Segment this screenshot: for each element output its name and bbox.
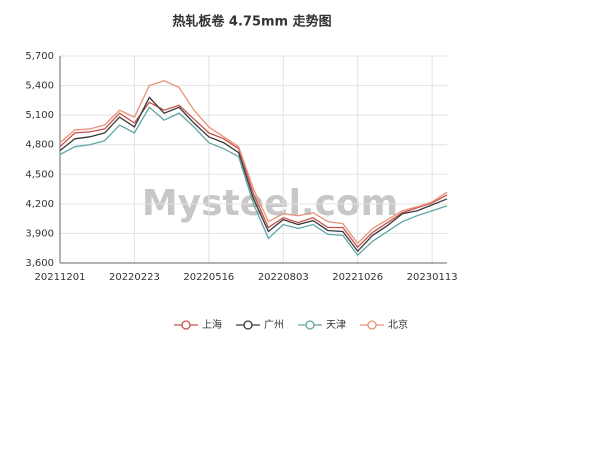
- series-line: [59, 79, 448, 245]
- series-line: [59, 101, 448, 249]
- x-tick-label: 20220516: [183, 272, 234, 283]
- y-tick-label: 5,100: [25, 110, 54, 121]
- y-tick-label: 5,700: [25, 51, 54, 62]
- series-line: [59, 106, 448, 257]
- legend-marker: [305, 320, 315, 330]
- x-tick-label: 20220803: [258, 272, 309, 283]
- chart-title: 热轧板卷 4.75mm 走势图: [172, 14, 331, 30]
- legend-marker: [367, 320, 377, 330]
- y-tick-label: 4,500: [25, 169, 54, 180]
- y-tick-label: 5,400: [25, 81, 54, 92]
- y-tick-label: 4,200: [25, 199, 54, 210]
- series-line: [59, 96, 448, 253]
- x-tick-label: 20211201: [35, 272, 86, 283]
- legend-label: 天津: [326, 319, 346, 331]
- legend-label: 北京: [388, 318, 408, 331]
- x-tick-label: 20220223: [109, 272, 160, 283]
- x-tick-label: 20230113: [407, 272, 458, 283]
- y-tick-label: 3,600: [25, 258, 54, 269]
- legend-marker: [243, 320, 253, 330]
- legend-marker: [181, 320, 191, 330]
- x-tick-label: 20221026: [332, 272, 383, 283]
- legend-label: 广州: [264, 319, 284, 331]
- legend-label: 上海: [202, 318, 222, 331]
- y-tick-label: 4,800: [25, 140, 54, 151]
- y-tick-label: 3,900: [25, 228, 54, 239]
